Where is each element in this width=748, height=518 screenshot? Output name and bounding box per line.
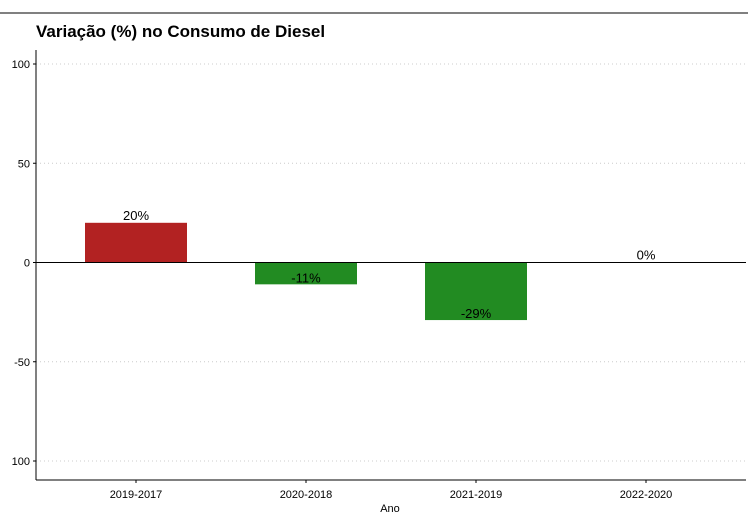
labels-layer: 20% -11% -29% 0% [123,208,656,321]
y-tick-label: 100 [12,456,30,468]
y-tick-label: 100 [12,59,30,71]
bar-2021-2019 [425,262,527,321]
data-label: -11% [291,270,321,285]
x-tick-label: 2019-2017 [110,489,163,501]
x-tick-label: 2022-2020 [620,489,673,501]
data-label: 20% [123,208,149,223]
x-tick-label: 2020-2018 [280,489,333,501]
bar-2020-2018 [255,262,357,285]
x-axis-title: Ano [380,503,400,513]
data-label: 0% [637,248,656,263]
y-tick-label: 0 [24,258,30,270]
y-tick-label: -50 [14,357,30,369]
bar-2019-2017 [85,222,187,263]
axes-layer: 100 50 0 -50 100 2019-2017 2020-2018 2021-2019 2… [12,50,746,501]
y-tick-label: 50 [18,158,30,170]
data-label: -29% [461,306,492,321]
chart-title: Variação (%) no Consumo de Diesel [36,22,325,41]
bars-layer [85,222,527,321]
x-tick-label: 2021-2019 [450,489,503,501]
